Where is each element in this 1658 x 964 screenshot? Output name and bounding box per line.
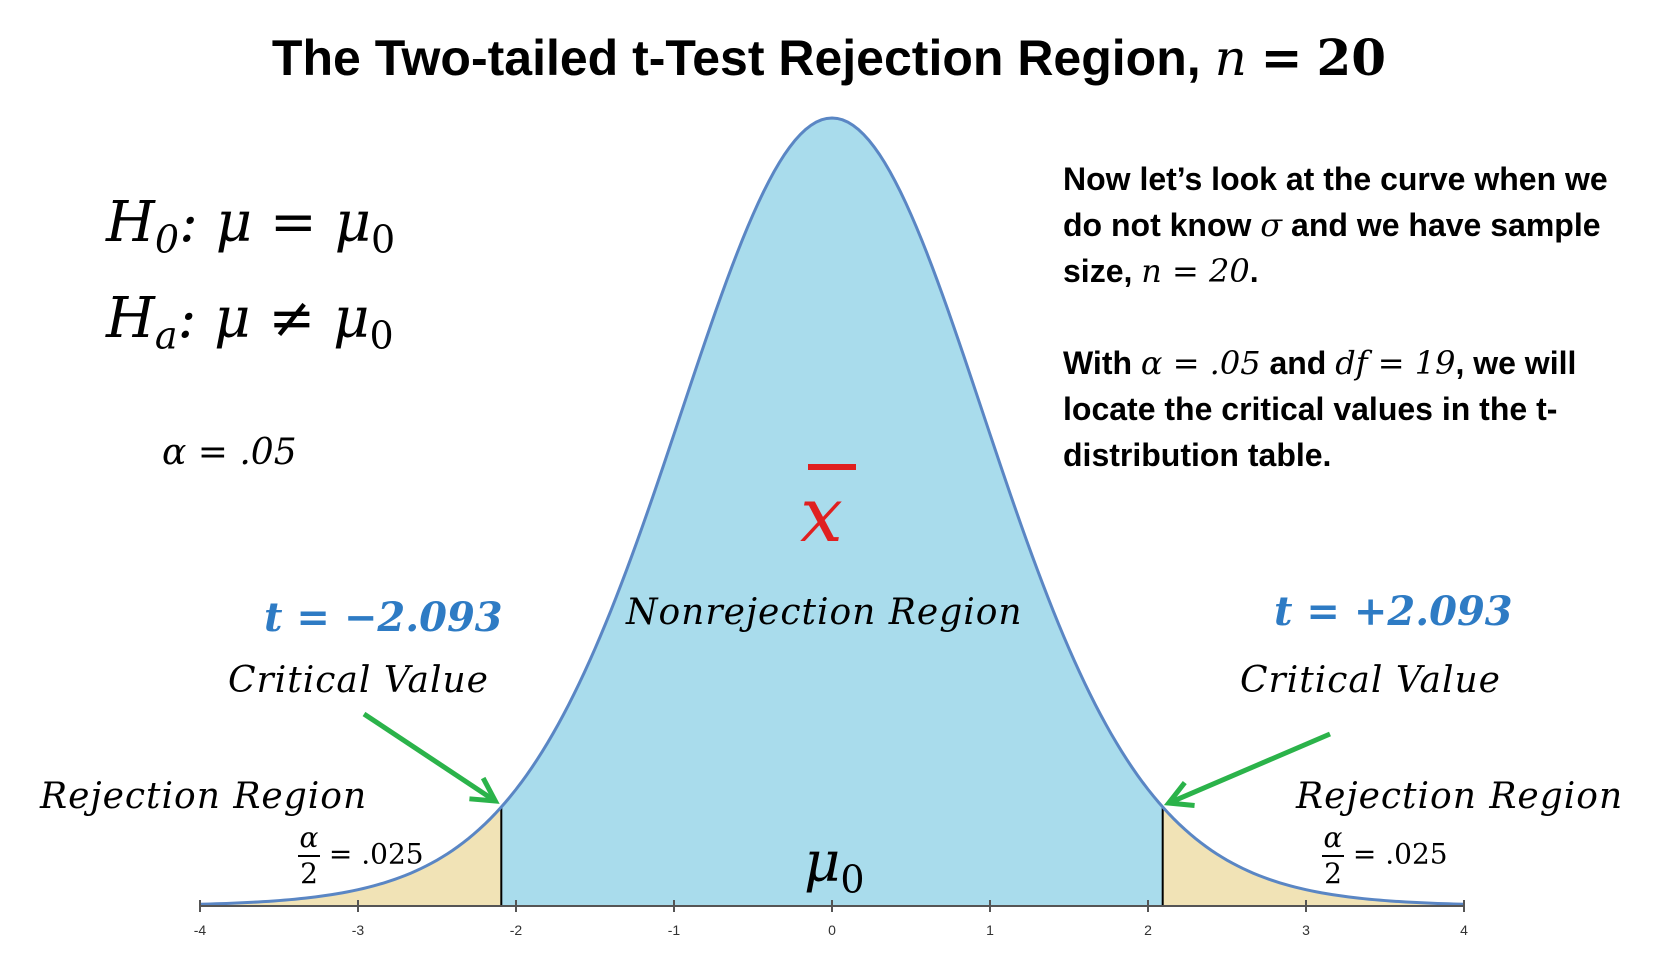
x-axis-tick-label: -1 xyxy=(668,922,681,938)
right-arrow-icon xyxy=(1163,731,1331,809)
ha-rhs-subscript: 0 xyxy=(369,313,394,358)
title-text: The Two-tailed t-Test Rejection Region, xyxy=(271,30,1201,86)
x-axis-tick-label: 4 xyxy=(1460,922,1468,938)
title-math-eq: = xyxy=(1260,28,1303,87)
left-critical-value-label: Critical Value xyxy=(228,660,489,701)
left-tail-area: α 2 = .025 xyxy=(298,822,424,890)
arrow-shaft xyxy=(362,711,497,804)
h0-subscript: 0 xyxy=(154,217,180,262)
x-axis-tick-label: -4 xyxy=(194,922,207,938)
population-mean-label: μ0 xyxy=(804,830,865,901)
left-alpha-fraction: α 2 xyxy=(298,822,320,890)
xbar-letter: x xyxy=(800,470,843,559)
alternative-hypothesis: Ha: μ ≠ μ0 xyxy=(106,286,394,357)
x-axis-tick-label: 0 xyxy=(828,922,836,938)
title-math-n: n xyxy=(1214,29,1247,87)
left-rejection-region-label: Rejection Region xyxy=(40,776,368,817)
x-axis-tick-label: 3 xyxy=(1302,922,1310,938)
fraction-numerator: α xyxy=(299,821,319,854)
description-text: and xyxy=(1260,345,1336,381)
df-math: df = 19 xyxy=(1335,344,1456,382)
left-critical-t-value: t = −2.093 xyxy=(264,594,503,641)
sigma-symbol: σ xyxy=(1260,206,1283,244)
arrow-shaft xyxy=(1167,731,1331,806)
left-arrow-icon xyxy=(362,711,500,804)
h0-rhs-subscript: 0 xyxy=(371,217,396,262)
density-curve xyxy=(199,116,1465,906)
description-text: do not know xyxy=(1063,207,1261,243)
alpha-math: α = .05 xyxy=(1140,344,1261,382)
title-math-value: 20 xyxy=(1316,28,1387,87)
fraction-bar xyxy=(298,855,320,857)
fraction-bar xyxy=(1322,855,1344,857)
description-line-5: locate the critical values in the t- xyxy=(1063,391,1558,427)
description-text: With xyxy=(1063,345,1141,381)
page-title: The Two-tailed t-Test Rejection Region, … xyxy=(0,28,1658,87)
left-rejection-area xyxy=(200,807,502,906)
arrow-head xyxy=(1163,781,1195,809)
h0-symbol: H xyxy=(106,190,155,255)
description-line-6: distribution table. xyxy=(1063,437,1332,473)
fraction-denominator: 2 xyxy=(1324,857,1342,890)
description-text: , we will xyxy=(1455,345,1577,381)
sample-size-math: n = 20 xyxy=(1141,252,1250,290)
h0-body: : μ = μ xyxy=(179,190,372,255)
description-text: . xyxy=(1249,253,1259,289)
right-rejection-area xyxy=(1162,807,1464,906)
fraction-denominator: 2 xyxy=(300,857,318,890)
right-critical-t-value: t = +2.093 xyxy=(1274,588,1513,635)
description-line-2: do not know σ and we have sample xyxy=(1063,202,1601,248)
description-line-4: With α = .05 and df = 19, we will xyxy=(1063,340,1576,386)
x-axis-ticks: -4 -3 -2 -1 0 1 2 3 4 xyxy=(194,900,1468,938)
nonrejection-region-label: Nonrejection Region xyxy=(626,592,1023,633)
arrow-head xyxy=(469,776,500,804)
xbar-overline xyxy=(808,464,856,470)
mu-symbol: μ xyxy=(804,830,841,895)
description-text: size, xyxy=(1063,253,1142,289)
fraction-numerator: α xyxy=(1323,821,1343,854)
right-tail-area: α 2 = .025 xyxy=(1322,822,1448,890)
alpha-level: α = .05 xyxy=(162,432,297,473)
description-line-3: size, n = 20. xyxy=(1063,248,1259,294)
x-axis-tick-label: -3 xyxy=(352,922,365,938)
sample-mean-symbol: x xyxy=(800,464,856,559)
description-text: and we have sample xyxy=(1282,207,1601,243)
right-alpha-fraction: α 2 xyxy=(1322,822,1344,890)
right-area-value: = .025 xyxy=(1352,837,1448,871)
x-axis-tick-label: -2 xyxy=(510,922,523,938)
ha-body: : μ ≠ μ xyxy=(177,286,370,351)
mu-subscript: 0 xyxy=(840,857,865,902)
right-critical-value-label: Critical Value xyxy=(1240,660,1501,701)
ha-subscript: a xyxy=(154,313,178,358)
right-rejection-region-label: Rejection Region xyxy=(1296,776,1624,817)
left-area-value: = .025 xyxy=(328,837,424,871)
x-axis-tick-label: 1 xyxy=(986,922,994,938)
x-axis-tick-label: 2 xyxy=(1144,922,1152,938)
null-hypothesis: H0: μ = μ0 xyxy=(106,190,395,261)
description-line-1: Now let’s look at the curve when we xyxy=(1063,161,1608,197)
ha-symbol: H xyxy=(106,286,155,351)
nonrejection-area xyxy=(501,118,1163,906)
